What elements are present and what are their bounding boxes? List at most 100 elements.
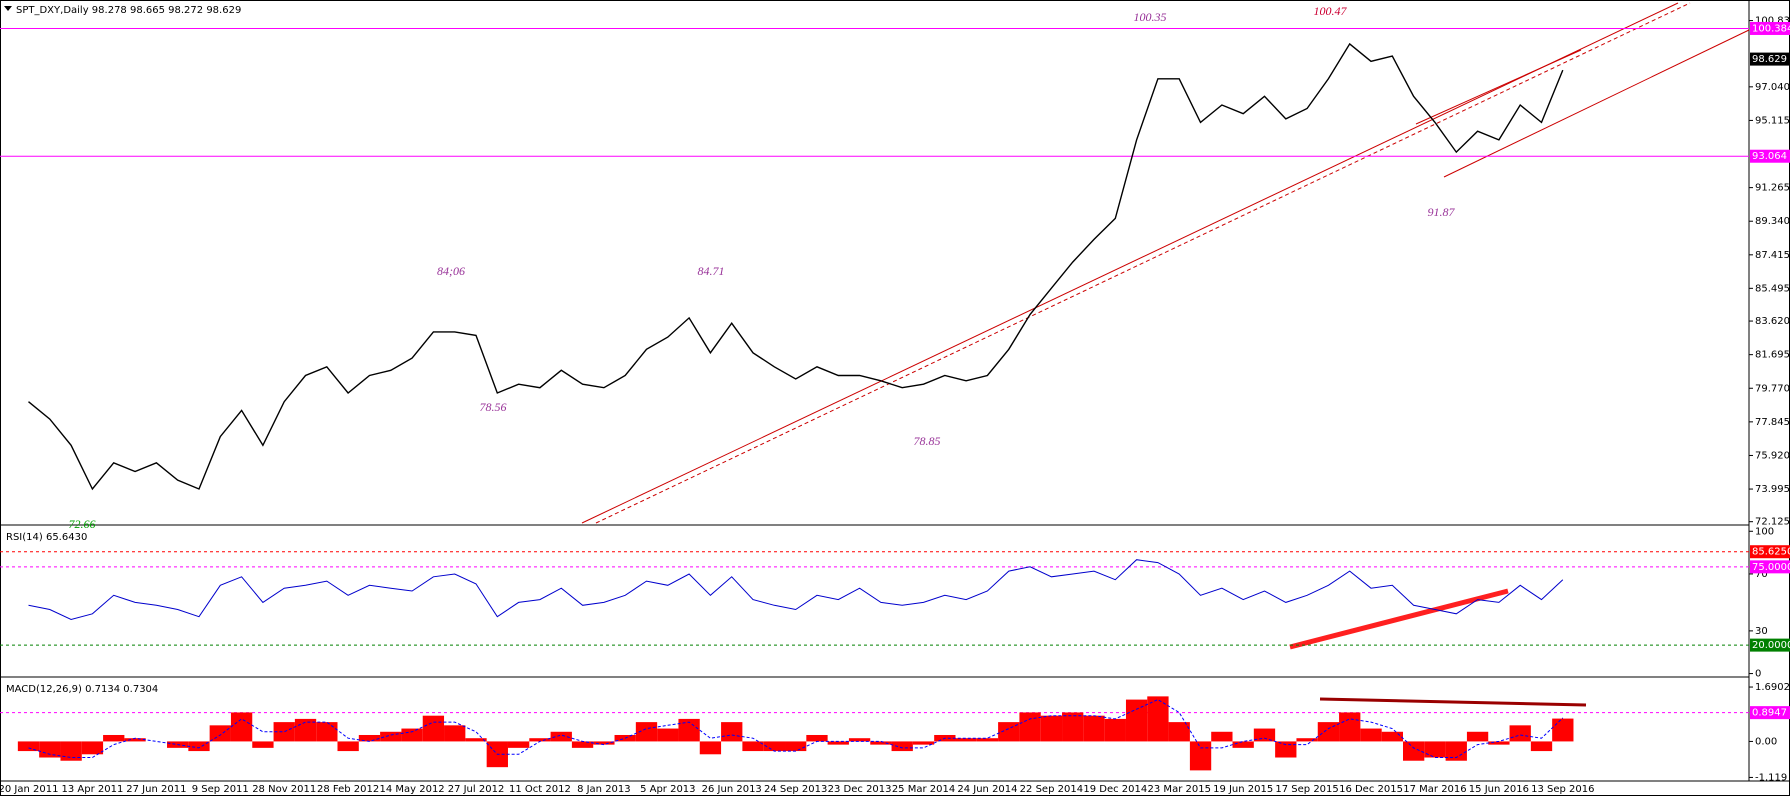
value-box <box>1750 149 1790 163</box>
macd-title: MACD(12,26,9) 0.7134 0.7304 <box>6 684 158 695</box>
histogram-bar <box>1445 741 1467 761</box>
x-tick-label: 27 Jul 2012 <box>448 784 505 795</box>
histogram-bar <box>1509 725 1531 742</box>
histogram-bar <box>17 741 40 752</box>
x-tick-label: 27 Jun 2011 <box>126 784 186 795</box>
x-tick-label: 23 Dec 2013 <box>828 784 892 795</box>
value-box-label: 20.0000 <box>1752 640 1790 651</box>
histogram-bar <box>657 728 679 742</box>
histogram-bar <box>465 738 487 742</box>
histogram-bar <box>742 741 764 752</box>
histogram-bar <box>848 738 871 742</box>
value-box <box>1750 706 1790 720</box>
histogram-bar <box>785 741 807 752</box>
annotation: 84;06 <box>437 264 465 278</box>
value-box-label: 75.0000 <box>1752 562 1790 573</box>
value-box <box>1750 560 1790 574</box>
y-tick-label: 73.995 <box>1755 484 1790 495</box>
histogram-bar <box>1062 712 1084 742</box>
value-box-label: 98.629 <box>1752 54 1787 65</box>
x-tick-label: 24 Jun 2014 <box>957 784 1017 795</box>
x-tick-label: 13 Apr 2011 <box>62 784 124 795</box>
histogram-bar <box>1552 718 1574 742</box>
value-box-label: 85.6250 <box>1752 547 1790 558</box>
y-tick-label: 85.495 <box>1755 283 1790 294</box>
histogram-bar <box>1275 741 1297 758</box>
histogram-bar <box>571 741 594 748</box>
histogram-bar <box>1125 699 1148 742</box>
y-tick-label: -1.119 <box>1755 772 1787 783</box>
histogram-bar <box>1296 738 1318 742</box>
x-tick-label: 15 Jun 2016 <box>1469 784 1529 795</box>
x-tick-label: 25 Mar 2014 <box>892 784 955 795</box>
data-line <box>28 42 1564 491</box>
y-tick-label: 81.695 <box>1755 350 1790 361</box>
histogram-bar <box>550 731 572 742</box>
signal-line <box>28 699 1564 758</box>
histogram-bar <box>252 741 274 748</box>
y-tick-label: 91.265 <box>1755 183 1790 194</box>
y-tick-label: 89.340 <box>1755 216 1790 227</box>
x-tick-label: 28 Nov 2011 <box>252 784 316 795</box>
histogram-bar <box>209 725 231 742</box>
histogram-bar <box>1232 741 1254 748</box>
x-tick-label: 11 Oct 2012 <box>509 784 571 795</box>
histogram-bar <box>358 734 381 742</box>
histogram-bar <box>188 741 210 752</box>
histogram-bar <box>912 741 935 745</box>
histogram-bar <box>806 734 828 742</box>
trend-line-dashed <box>595 2 1691 524</box>
value-box <box>1750 21 1790 35</box>
y-tick-label: 97.040 <box>1755 82 1790 93</box>
histogram-bar <box>444 725 466 742</box>
histogram-bar <box>1530 741 1553 752</box>
value-box-label: 93.064 <box>1752 151 1787 162</box>
annotation: 91.87 <box>1428 205 1456 219</box>
histogram-bar <box>593 741 615 745</box>
histogram-bar <box>678 718 700 742</box>
value-box <box>1750 545 1790 559</box>
histogram-bar <box>1253 728 1276 742</box>
annotation: 78.56 <box>480 400 507 414</box>
histogram-bar <box>998 722 1020 742</box>
y-tick-label: 100.835 <box>1755 16 1790 27</box>
y-tick-label: 83.620 <box>1755 316 1790 327</box>
value-box-label: 100.384 <box>1752 23 1790 34</box>
histogram-bar <box>1019 712 1041 742</box>
histogram-bar <box>124 738 146 742</box>
x-tick-label: 9 Sep 2011 <box>192 784 249 795</box>
histogram-bar <box>891 741 913 752</box>
y-tick-label: 95.115 <box>1755 115 1790 126</box>
annotation: 84.71 <box>698 264 725 278</box>
histogram-bar <box>955 738 977 742</box>
y-tick-label: 0.00 <box>1755 736 1777 747</box>
x-tick-label: 14 May 2012 <box>379 784 444 795</box>
value-box <box>1750 638 1790 652</box>
chart-title: SPT_DXY,Daily 98.278 98.665 98.272 98.62… <box>16 5 241 16</box>
x-tick-label: 16 Dec 2015 <box>1339 784 1403 795</box>
x-tick-label: 5 Apr 2013 <box>640 784 695 795</box>
data-line <box>28 559 1564 621</box>
rsi-trend-line <box>1289 588 1509 650</box>
histogram-bar <box>422 715 445 742</box>
macd-trend-line <box>1319 697 1587 707</box>
y-tick-label: 1.6902 <box>1755 682 1790 693</box>
value-box <box>1750 52 1790 66</box>
channel-line <box>1443 29 1750 178</box>
histogram-bar <box>1104 718 1126 742</box>
value-box-label: 0.8947 <box>1752 708 1787 719</box>
y-tick-label: 72.125 <box>1755 517 1790 528</box>
x-tick-label: 8 Jan 2013 <box>577 784 631 795</box>
histogram-bar <box>1488 741 1510 745</box>
x-tick-label: 26 Jun 2013 <box>702 784 762 795</box>
histogram-bar <box>976 738 999 742</box>
y-tick-label: 87.415 <box>1755 250 1790 261</box>
histogram-bar <box>1424 741 1446 758</box>
annotation: 100.35 <box>1134 10 1167 24</box>
histogram-bar <box>230 712 253 742</box>
x-tick-label: 19 Jun 2015 <box>1213 784 1273 795</box>
histogram-bar <box>507 741 530 748</box>
annotation: 78.85 <box>914 434 941 448</box>
